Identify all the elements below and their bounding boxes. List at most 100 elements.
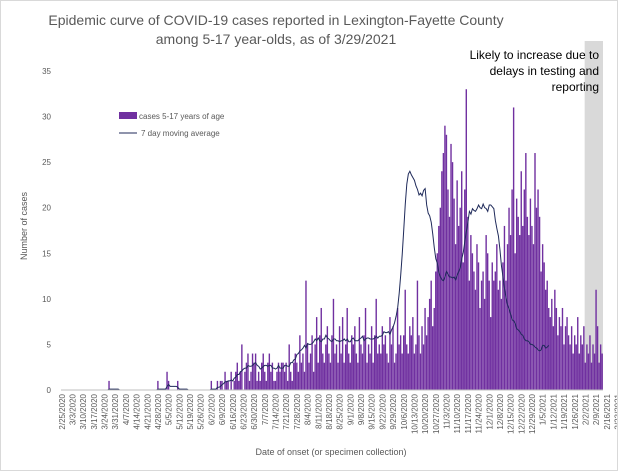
- bar: [319, 335, 321, 390]
- x-tick-label: 10/27/2020: [432, 393, 441, 434]
- bar: [439, 207, 442, 390]
- bar: [572, 353, 574, 390]
- bar: [410, 335, 413, 390]
- x-tick-label: 9/1/2020: [346, 393, 355, 425]
- bar: [506, 244, 509, 390]
- bar: [427, 317, 429, 390]
- bar: [351, 335, 353, 390]
- bar: [465, 89, 467, 390]
- bar: [485, 235, 487, 390]
- bar: [250, 371, 252, 390]
- bar: [225, 380, 228, 390]
- bar: [540, 271, 542, 390]
- bar: [323, 362, 325, 390]
- bar: [422, 344, 425, 390]
- bar: [224, 371, 226, 390]
- x-axis-label: Date of onset (or specimen collection): [255, 447, 407, 457]
- legend-label-line: 7 day moving average: [141, 129, 220, 138]
- bar: [216, 380, 219, 390]
- bar: [541, 244, 544, 390]
- bar: [247, 353, 249, 390]
- bar: [569, 344, 571, 390]
- bar: [279, 371, 281, 390]
- bar: [471, 253, 474, 390]
- x-tick-label: 6/23/2020: [239, 393, 248, 429]
- bar: [479, 307, 481, 390]
- bar: [389, 317, 391, 390]
- x-tick-label: 8/11/2020: [314, 393, 323, 429]
- bar: [558, 317, 561, 390]
- bar: [322, 353, 324, 390]
- bar: [380, 353, 382, 390]
- bar: [589, 335, 591, 390]
- bar: [108, 380, 110, 390]
- x-tick-label: 9/22/2020: [378, 393, 387, 429]
- x-tick-label: 6/9/2020: [218, 393, 227, 425]
- bar: [493, 280, 495, 390]
- bar: [450, 143, 452, 390]
- bar: [360, 344, 362, 390]
- bar: [369, 353, 371, 390]
- bar: [538, 216, 541, 390]
- bar: [267, 362, 269, 390]
- bar: [514, 253, 516, 390]
- bar: [390, 344, 393, 390]
- x-tick-label: 11/17/2020: [464, 393, 473, 433]
- bar: [531, 225, 533, 390]
- reporting-delay-shade: [584, 41, 603, 390]
- bar: [454, 244, 457, 390]
- bar: [581, 344, 584, 390]
- bar: [467, 216, 469, 390]
- bar: [340, 353, 342, 390]
- bar: [230, 371, 232, 390]
- bar: [256, 380, 258, 390]
- bar: [387, 362, 390, 390]
- bar: [167, 380, 170, 390]
- bar: [418, 335, 420, 390]
- bar: [245, 362, 248, 390]
- bar: [445, 134, 448, 390]
- bar: [373, 335, 376, 390]
- x-tick-label: 3/17/2020: [90, 393, 99, 429]
- bar: [470, 235, 472, 390]
- bar: [416, 280, 419, 390]
- bar: [512, 107, 515, 391]
- bar: [219, 380, 222, 390]
- bar: [409, 326, 411, 390]
- x-tick-label: 3/31/2020: [111, 393, 120, 429]
- bar: [236, 362, 238, 390]
- x-tick-label: 3/24/2020: [101, 393, 110, 429]
- bar: [474, 289, 477, 390]
- bar: [528, 235, 530, 390]
- bar: [305, 280, 307, 390]
- bar: [367, 344, 370, 390]
- bar: [457, 225, 460, 390]
- bar: [248, 380, 251, 390]
- bar: [384, 335, 387, 390]
- bar: [598, 362, 600, 390]
- bar: [577, 317, 579, 390]
- y-tick-label: 25: [42, 158, 51, 167]
- bar: [341, 317, 344, 390]
- bar: [534, 153, 536, 390]
- bar: [370, 326, 373, 390]
- bar: [392, 326, 394, 390]
- bar: [233, 380, 235, 390]
- bar: [407, 353, 409, 390]
- bar: [564, 326, 567, 390]
- bar: [395, 353, 397, 390]
- chart-title: Epidemic curve of COVID-19 cases reporte…: [48, 12, 504, 47]
- legend-layer: cases 5-17 years of age 7 day moving aver…: [119, 112, 225, 138]
- bar: [525, 153, 527, 390]
- bar: [519, 235, 521, 390]
- bar: [503, 225, 506, 390]
- bar: [299, 335, 301, 390]
- delay-annotation: Likely to increase due to delays in test…: [469, 48, 599, 94]
- x-tick-label: 10/13/2020: [410, 393, 419, 434]
- bar: [355, 353, 358, 390]
- bar: [257, 371, 260, 390]
- bar: [464, 189, 466, 390]
- bar: [308, 362, 310, 390]
- y-tick-label: 30: [42, 113, 51, 122]
- bar: [543, 262, 545, 390]
